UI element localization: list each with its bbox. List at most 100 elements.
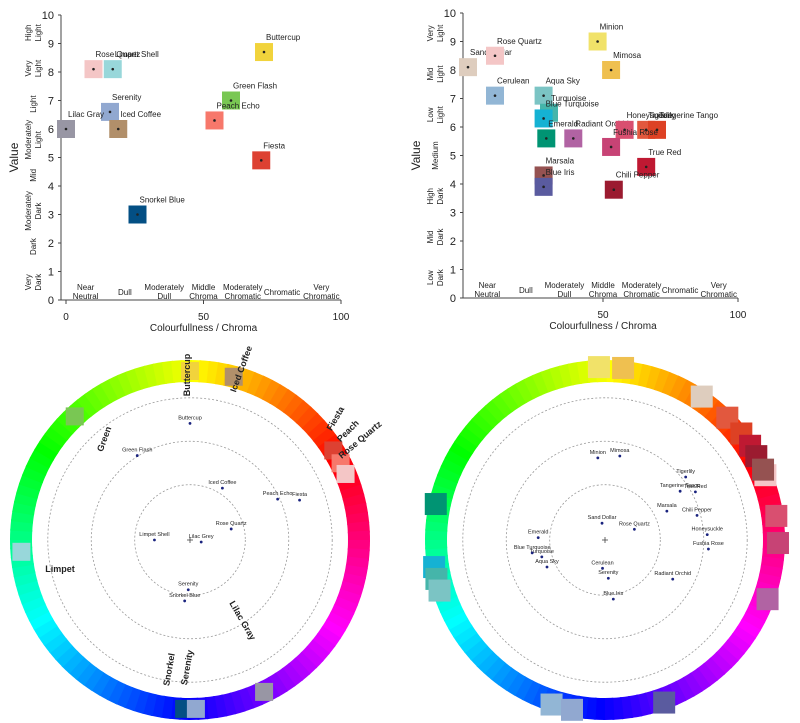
- chart2-point-label: Tigerlily: [648, 111, 675, 120]
- wheel2-hue-segment: [433, 473, 459, 492]
- wheel2-point-dot: [600, 521, 604, 525]
- wheel1-hue-segment: [98, 675, 119, 701]
- wheel2-rim-swatch: [756, 588, 779, 611]
- chart1-y-tick-label: 5: [48, 153, 54, 165]
- chart1-y-category: Moderately: [24, 120, 33, 160]
- wheel1-hue-segment: [61, 650, 85, 674]
- wheel1-hue-segment: [91, 383, 113, 408]
- wheel1-hue-segment: [282, 394, 305, 419]
- chart2-point-dot: [609, 68, 613, 72]
- chart2-x-category: Near: [479, 281, 497, 290]
- chart2-point-dot: [542, 174, 545, 177]
- wheel1-rim-label: Buttercup: [182, 353, 192, 396]
- wheel2-point-label: Minion: [590, 450, 606, 456]
- wheel2-hue-segment: [704, 400, 727, 424]
- wheel1-hue-segment: [75, 661, 98, 686]
- chart1-y-tick-label: 1: [48, 267, 54, 279]
- wheel2-hue-segment: [448, 617, 473, 639]
- chart2-y-category: Light: [436, 24, 445, 42]
- chart2-x-category: Chromatic: [623, 290, 659, 299]
- chart1-point-dot: [229, 99, 233, 102]
- chart1-y-category: Very: [24, 274, 33, 290]
- wheel2-hue-segment: [645, 366, 663, 391]
- chart1-y-tick-label: 10: [42, 10, 54, 22]
- wheel2-hue-segment: [469, 644, 494, 668]
- wheel2-rim-swatch: [428, 579, 451, 602]
- wheel1-hue-segment: [13, 491, 38, 508]
- wheel1-hue-segment: [48, 638, 73, 661]
- chart1-x-tick-label: 50: [198, 312, 210, 323]
- wheel1-hue-segment: [307, 419, 332, 442]
- wheel1-hue-segment: [25, 456, 50, 476]
- wheel1-hue-segment: [333, 596, 359, 615]
- wheel2-hue-segment: [506, 383, 528, 408]
- wheel1-hue-segment: [289, 400, 312, 424]
- wheel1-point-dot: [229, 527, 233, 531]
- wheel2-hue-segment: [515, 378, 535, 404]
- wheel1-point-label: Green Flash: [122, 448, 152, 454]
- chart1-x-category: Moderately: [144, 283, 184, 292]
- wheel2-hue-segment: [709, 651, 733, 676]
- chart2-point-label: Aqua Sky: [546, 77, 580, 86]
- wheel2-hue-segment: [477, 404, 501, 429]
- chart1-x-tick-label: 0: [63, 312, 69, 323]
- wheel2-rim-swatch: [752, 458, 775, 481]
- chart2-point-label: Fushia Rose: [613, 128, 658, 137]
- chart1-x-category: Dull: [118, 288, 132, 297]
- wheel2-point-dot: [618, 454, 622, 458]
- chart1-x-category: Chromatic: [225, 292, 261, 301]
- chart2-y-tick-label: 1: [450, 265, 456, 277]
- wheel2-point-label: Aqua Sky: [535, 559, 559, 565]
- wheel2-point-label: Cerulean: [591, 560, 613, 566]
- chart2-point-dot: [623, 128, 626, 132]
- chart2-y-category: Dark: [436, 187, 445, 205]
- wheel1-hue-segment: [274, 667, 296, 692]
- wheel2-hue-segment: [499, 388, 521, 413]
- chart1-y-category: Light: [34, 23, 43, 41]
- wheel2-hue-segment: [425, 546, 448, 559]
- chart2-point-dot: [572, 137, 575, 140]
- wheel1-rim-swatch: [12, 542, 31, 561]
- wheel1-hue-segment: [276, 389, 298, 414]
- chart1-y-tick-label: 9: [48, 39, 54, 51]
- wheel1-rim-swatch: [186, 699, 205, 718]
- wheel1-hue-segment: [18, 473, 44, 492]
- wheel2-point-dot: [678, 489, 682, 493]
- chart2-y-tick-label: 6: [450, 122, 456, 134]
- chart1-y-tick-label: 6: [48, 124, 54, 136]
- wheel2-point-label: Emerald: [528, 530, 548, 536]
- chart2-x-axis-label: Colourfullness / Chroma: [549, 321, 657, 332]
- chart2-point-label: Cerulean: [497, 77, 529, 86]
- wheel2-point-dot: [545, 565, 549, 569]
- wheel2-hue-segment: [540, 368, 558, 393]
- wheel2-hue-segment: [593, 697, 605, 720]
- chart1-point-dot: [213, 119, 216, 122]
- wheel1-hue-segment: [21, 465, 47, 484]
- wheel2-hue-segment: [530, 683, 549, 709]
- wheel2-hue-segment: [669, 375, 689, 400]
- chart2-x-tick-label: 100: [730, 310, 747, 321]
- wheel1-point-dot: [298, 498, 301, 502]
- wheel2-hue-segment: [736, 619, 761, 640]
- chart2-y-tick-label: 4: [450, 179, 456, 191]
- wheel2-point-dot: [606, 576, 610, 580]
- chart2-point-dot: [493, 54, 497, 58]
- chart1-y-category: Light: [34, 59, 43, 77]
- wheel1-hue-segment: [237, 687, 255, 712]
- chart2-point-dot: [493, 94, 497, 97]
- wheel1-hue-segment: [39, 432, 64, 454]
- wheel2-hue-segment: [653, 368, 672, 394]
- wheel2-point-dot: [536, 536, 540, 540]
- chart1-y-tick-label: 7: [48, 96, 54, 108]
- wheel1-hue-segment: [312, 426, 337, 449]
- chart2-point-label: Blue Iris: [546, 168, 575, 177]
- chart1-point-dot: [64, 127, 68, 131]
- chart1-x-category: Chromatic: [264, 288, 300, 297]
- wheel1-hue-segment: [342, 572, 367, 589]
- chart1-x-category: Neutral: [73, 292, 99, 301]
- wheel2-point-label: Serenity: [598, 570, 618, 576]
- chart2-point-dot: [466, 65, 470, 69]
- chart2-point-label: Minion: [600, 23, 624, 32]
- wheel2-hue-segment: [531, 371, 550, 396]
- chart1-y-category: High: [24, 25, 33, 41]
